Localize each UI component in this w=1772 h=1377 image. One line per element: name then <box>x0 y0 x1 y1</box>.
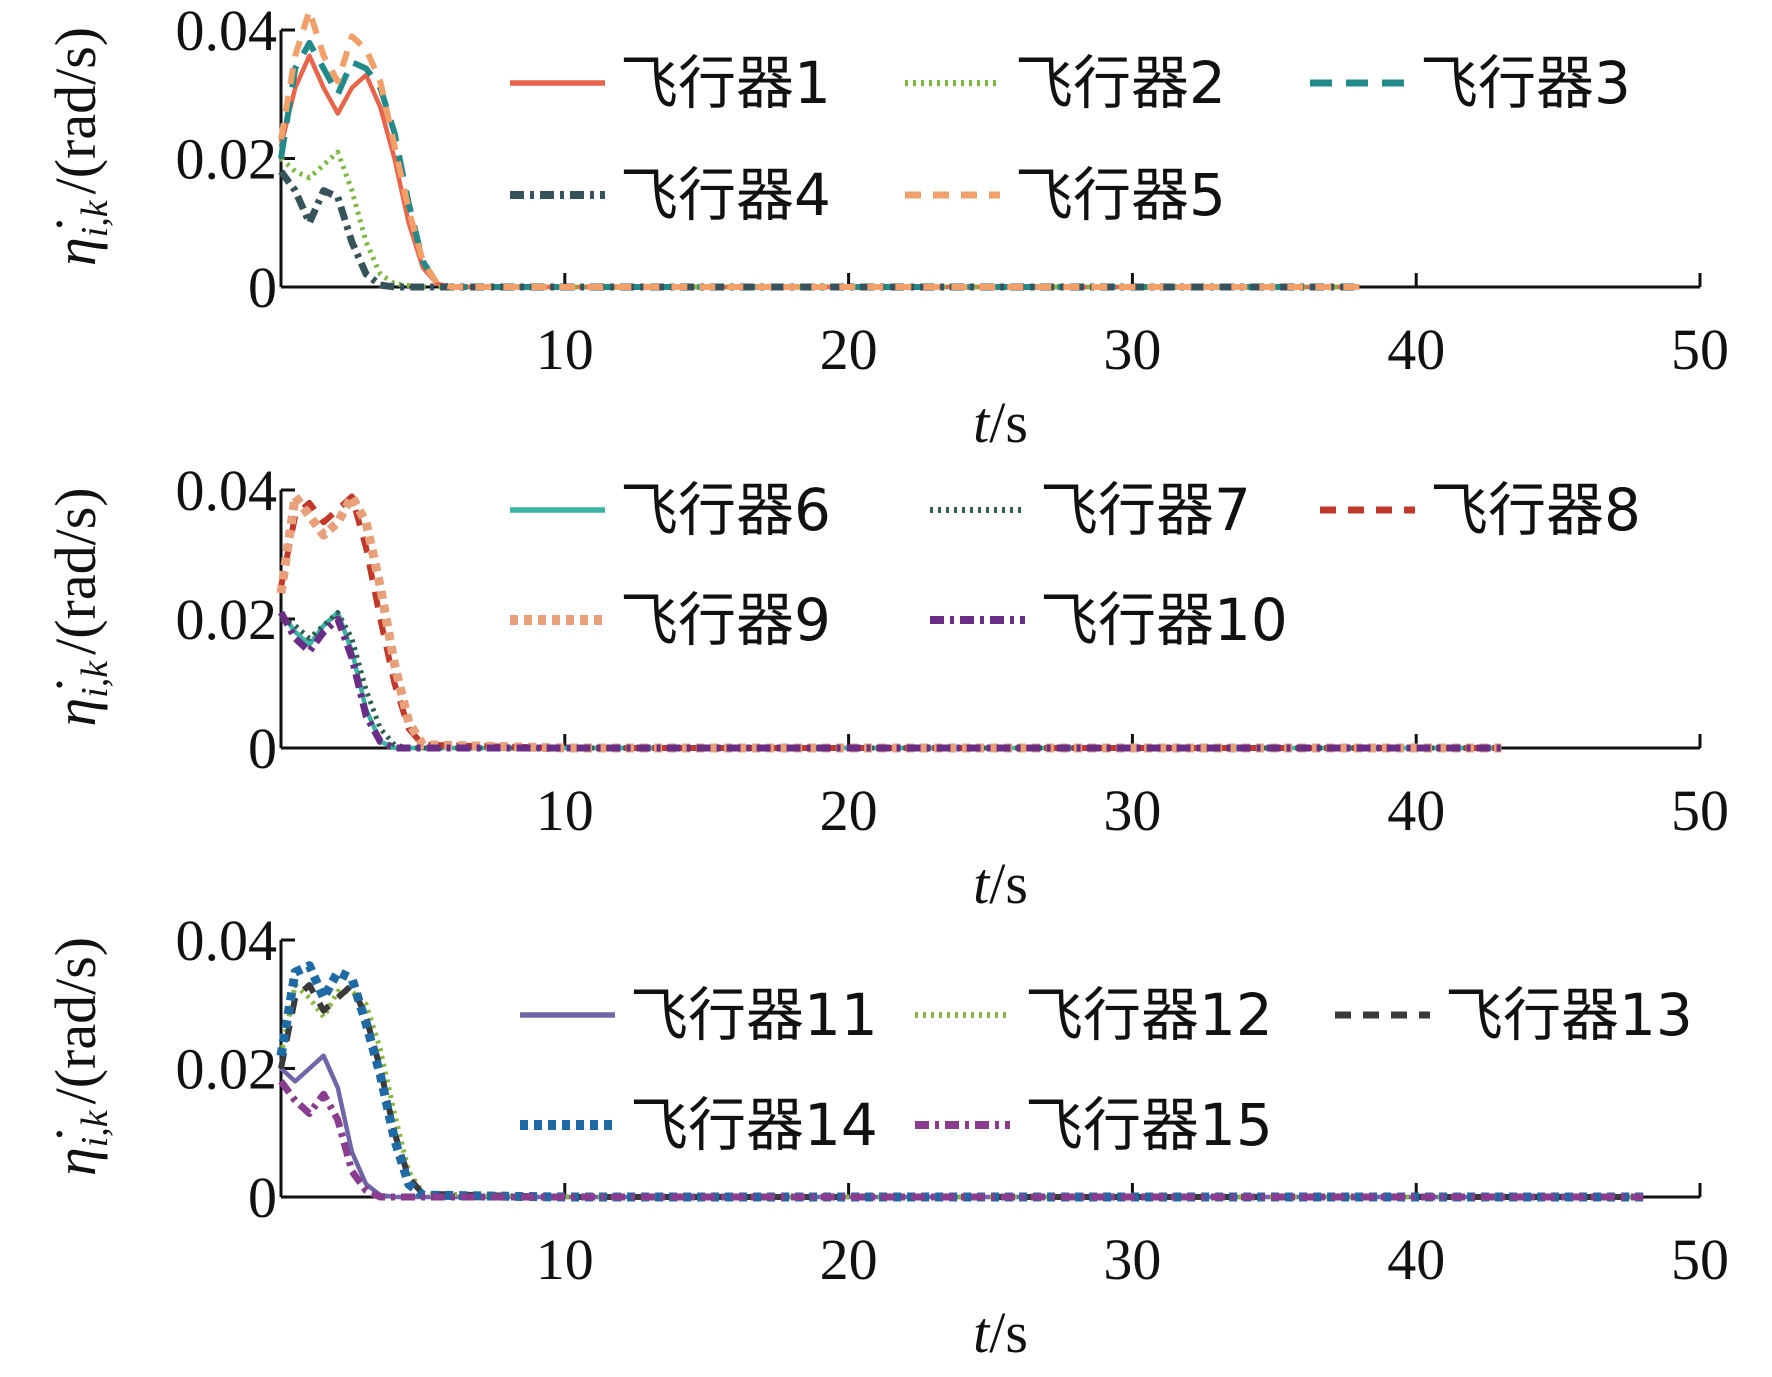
legend-label-4: 飞行器9 <box>620 586 831 654</box>
series-line-2 <box>278 982 1644 1200</box>
y-axis-title-unit: /(rad/s) <box>43 487 108 655</box>
legend-label-2: 飞行器2 <box>1015 49 1226 117</box>
series-line-1 <box>279 610 1502 751</box>
y-axis-title-unit: /(rad/s) <box>43 27 108 195</box>
x-tick-label: 50 <box>1671 317 1729 382</box>
legend-label-4: 飞行器14 <box>630 1091 878 1159</box>
y-axis-title-subscript: i,k <box>74 199 116 237</box>
x-tick-label: 10 <box>536 317 594 382</box>
x-tick-label: 30 <box>1103 317 1161 382</box>
x-tick-label: 40 <box>1387 778 1445 843</box>
x-axis-title-unit: /s <box>989 390 1028 455</box>
series-line-2 <box>279 610 1502 751</box>
legend-label-2: 飞行器7 <box>1040 476 1251 544</box>
y-axis-title: η̇i,k/(rad/s) <box>43 27 116 266</box>
y-tick-label: 0.02 <box>176 127 278 192</box>
legend-label-5: 飞行器10 <box>1040 586 1288 654</box>
legend-label-1: 飞行器11 <box>630 981 878 1049</box>
x-tick-label: 40 <box>1387 317 1445 382</box>
y-axis-title-unit: /(rad/s) <box>43 937 108 1105</box>
y-tick-label: 0 <box>248 255 277 320</box>
y-tick-label: 0.04 <box>176 0 278 63</box>
legend-label-3: 飞行器3 <box>1420 49 1631 117</box>
series-line-5 <box>278 1079 1644 1201</box>
y-tick-label: 0.02 <box>176 1037 278 1102</box>
y-axis-title: η̇i,k/(rad/s) <box>43 487 116 726</box>
series-line-3 <box>278 493 1502 751</box>
series-line-4 <box>276 492 1502 753</box>
y-tick-label: 0.02 <box>176 587 278 652</box>
x-tick-label: 20 <box>820 778 878 843</box>
y-axis-title: η̇i,k/(rad/s) <box>43 937 116 1176</box>
legend-label-1: 飞行器1 <box>620 49 831 117</box>
x-tick-label: 30 <box>1103 778 1161 843</box>
x-axis-title-var: t <box>973 390 991 455</box>
x-tick-label: 40 <box>1387 1227 1445 1292</box>
x-tick-label: 30 <box>1103 1227 1161 1292</box>
x-axis-title: t/s <box>973 1300 1028 1365</box>
x-tick-label: 10 <box>536 778 594 843</box>
x-tick-label: 20 <box>820 1227 878 1292</box>
legend-label-1: 飞行器6 <box>620 476 831 544</box>
series-line-4 <box>278 169 1360 291</box>
legend-label-5: 飞行器5 <box>1015 161 1226 229</box>
x-tick-label: 50 <box>1671 778 1729 843</box>
legend-label-2: 飞行器12 <box>1025 981 1273 1049</box>
series-line-3 <box>278 982 1644 1200</box>
x-tick-label: 50 <box>1671 1227 1729 1292</box>
series-line-3 <box>278 39 1360 290</box>
x-tick-label: 20 <box>820 317 878 382</box>
y-tick-label: 0.04 <box>176 458 278 523</box>
x-axis-title-unit: /s <box>989 1300 1028 1365</box>
legend-label-3: 飞行器13 <box>1445 981 1693 1049</box>
x-axis-title-var: t <box>973 851 991 916</box>
y-tick-label: 0 <box>248 1165 277 1230</box>
legend-label-3: 飞行器8 <box>1430 476 1641 544</box>
legend: 飞行器1 飞行器2 飞行器3 飞行器4 飞行器5 <box>510 49 1631 229</box>
x-axis-title-unit: /s <box>989 851 1028 916</box>
series-line-5 <box>278 7 1360 290</box>
y-tick-label: 0 <box>248 716 277 781</box>
x-axis-title-var: t <box>973 1300 991 1365</box>
x-axis-title: t/s <box>973 851 1028 916</box>
series-line-1 <box>279 1053 1644 1200</box>
legend-label-5: 飞行器15 <box>1025 1091 1273 1159</box>
y-tick-label: 0.04 <box>176 908 278 973</box>
x-axis-title: t/s <box>973 390 1028 455</box>
legend: 飞行器11 飞行器12 飞行器13 飞行器14 飞行器15 <box>520 981 1693 1159</box>
y-axis-title-subscript: i,k <box>74 1109 116 1147</box>
y-axis-title-subscript: i,k <box>74 660 116 698</box>
series-line-5 <box>277 610 1502 752</box>
legend-label-4: 飞行器4 <box>620 161 831 229</box>
legend: 飞行器6 飞行器7 飞行器8 飞行器9 飞行器10 <box>510 476 1641 654</box>
series-line-4 <box>276 961 1644 1202</box>
x-tick-label: 10 <box>536 1227 594 1292</box>
